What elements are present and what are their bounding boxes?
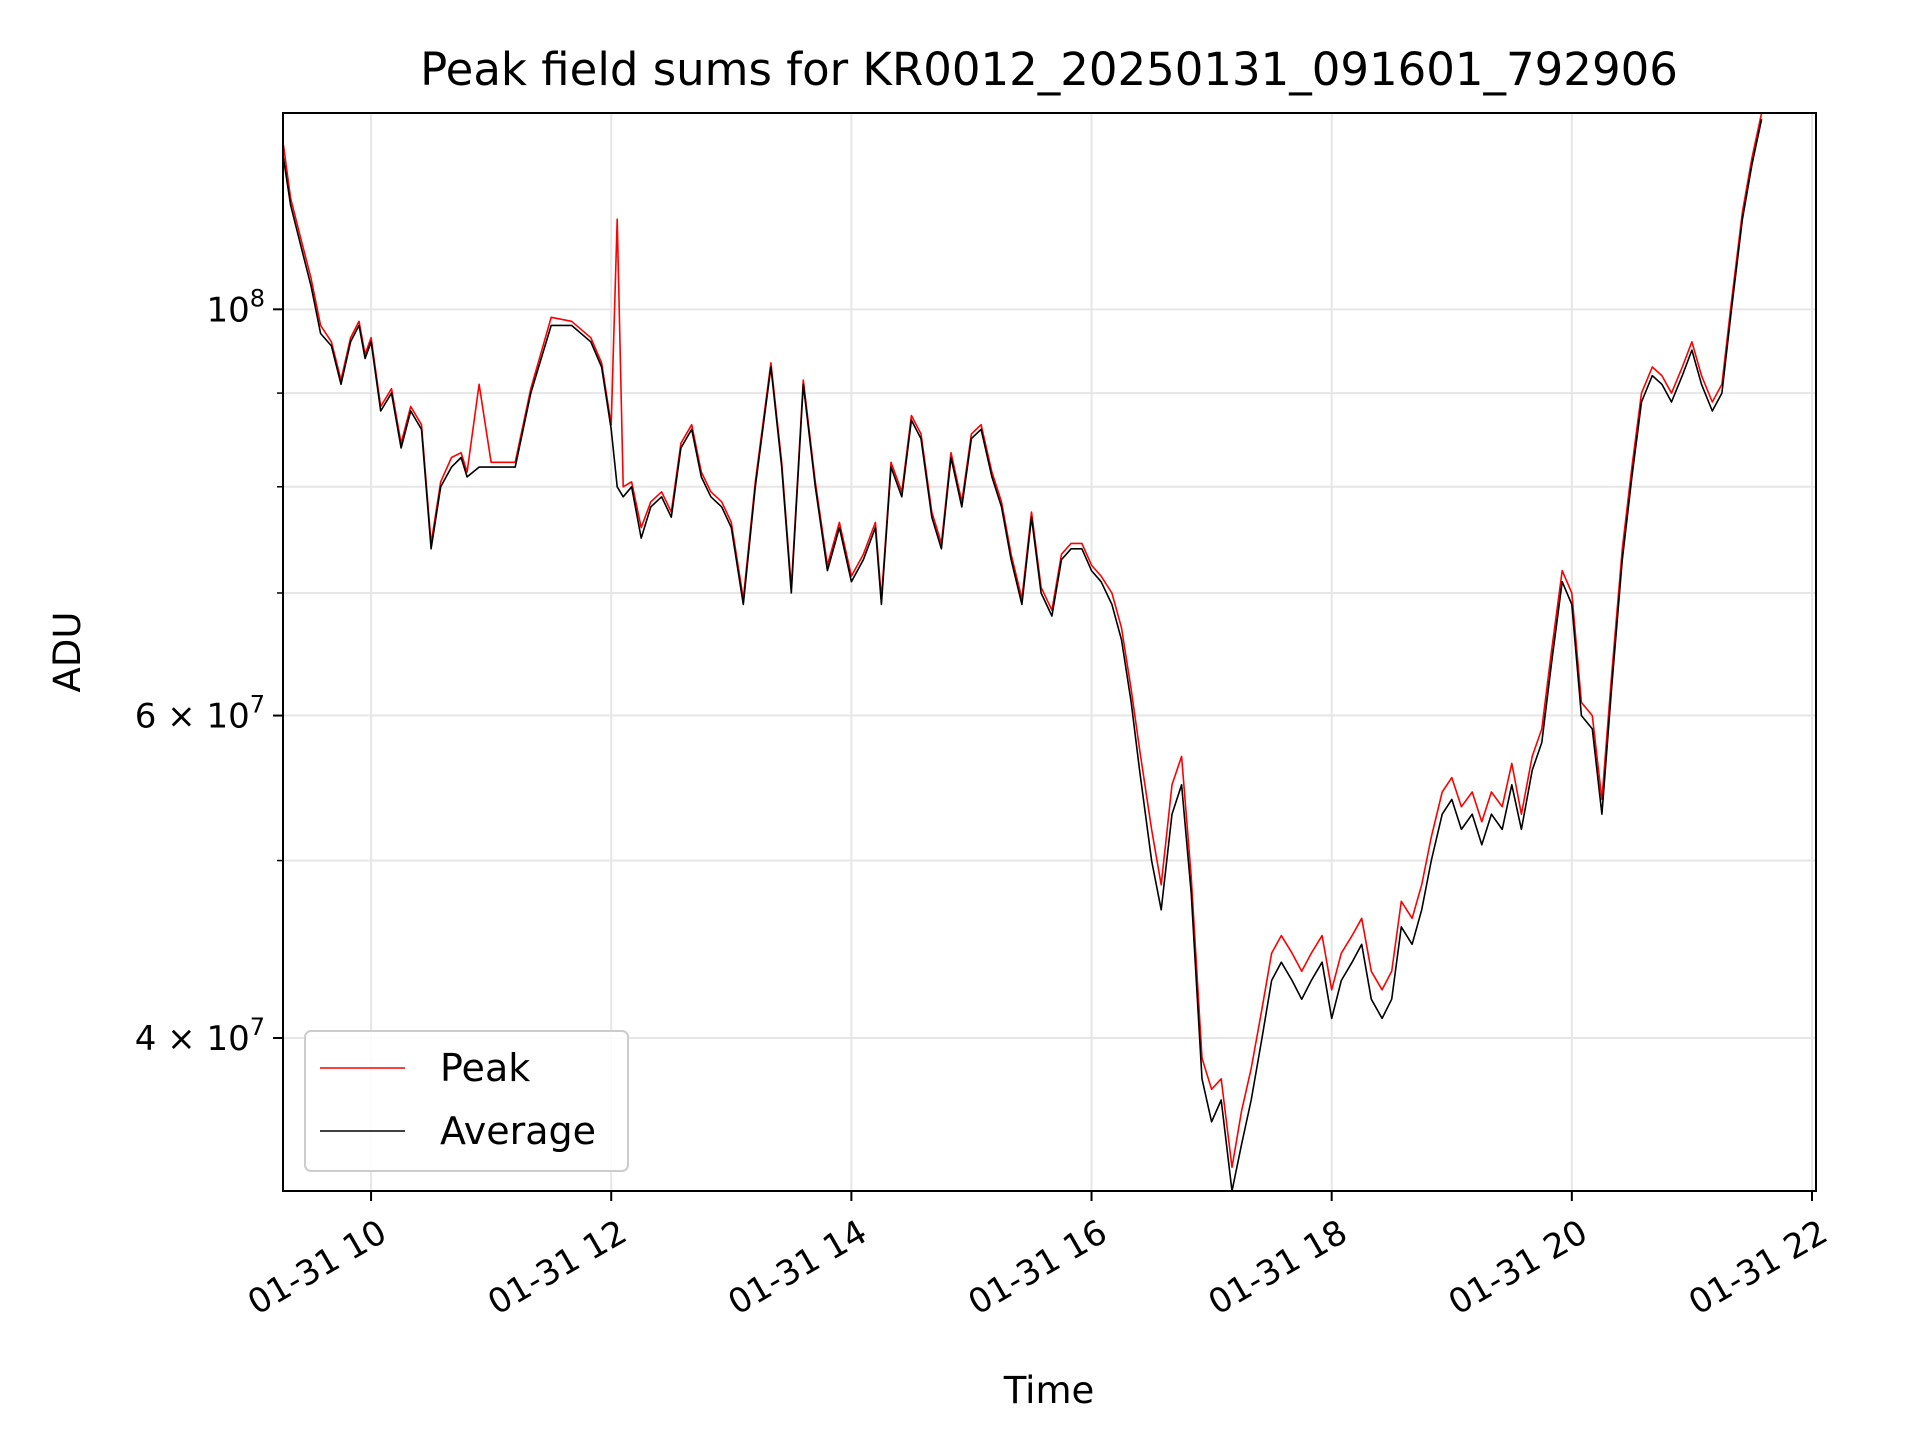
- series-layer: [282, 112, 1763, 1192]
- y-tick-label-exponent: 7: [250, 1013, 265, 1041]
- grid: [283, 113, 1816, 1191]
- plot-frame: [282, 112, 1817, 1192]
- y-tick-label-base: 4 × 10: [135, 1019, 250, 1059]
- series-line-average: [282, 119, 1763, 1192]
- legend-peak-label: Peak: [440, 1046, 530, 1090]
- y-tick-label-exponent: 8: [250, 284, 265, 312]
- y-tick-label-base: 10: [206, 290, 249, 330]
- chart-title: Peak field sums for KR0012_20250131_0916…: [420, 43, 1678, 96]
- legend: Peak Average: [304, 1030, 629, 1172]
- legend-average-label: Average: [440, 1109, 596, 1153]
- y-tick-label: 6 × 107: [135, 691, 265, 737]
- y-tick-label: 108: [206, 284, 265, 330]
- y-tick-label-exponent: 7: [250, 691, 265, 719]
- y-axis-label: ADU: [46, 612, 89, 693]
- x-axis-label: Time: [1003, 1369, 1095, 1412]
- y-tick-label: 4 × 107: [135, 1013, 265, 1059]
- legend-box: [304, 1030, 629, 1172]
- y-tick-label-base: 6 × 10: [135, 697, 250, 737]
